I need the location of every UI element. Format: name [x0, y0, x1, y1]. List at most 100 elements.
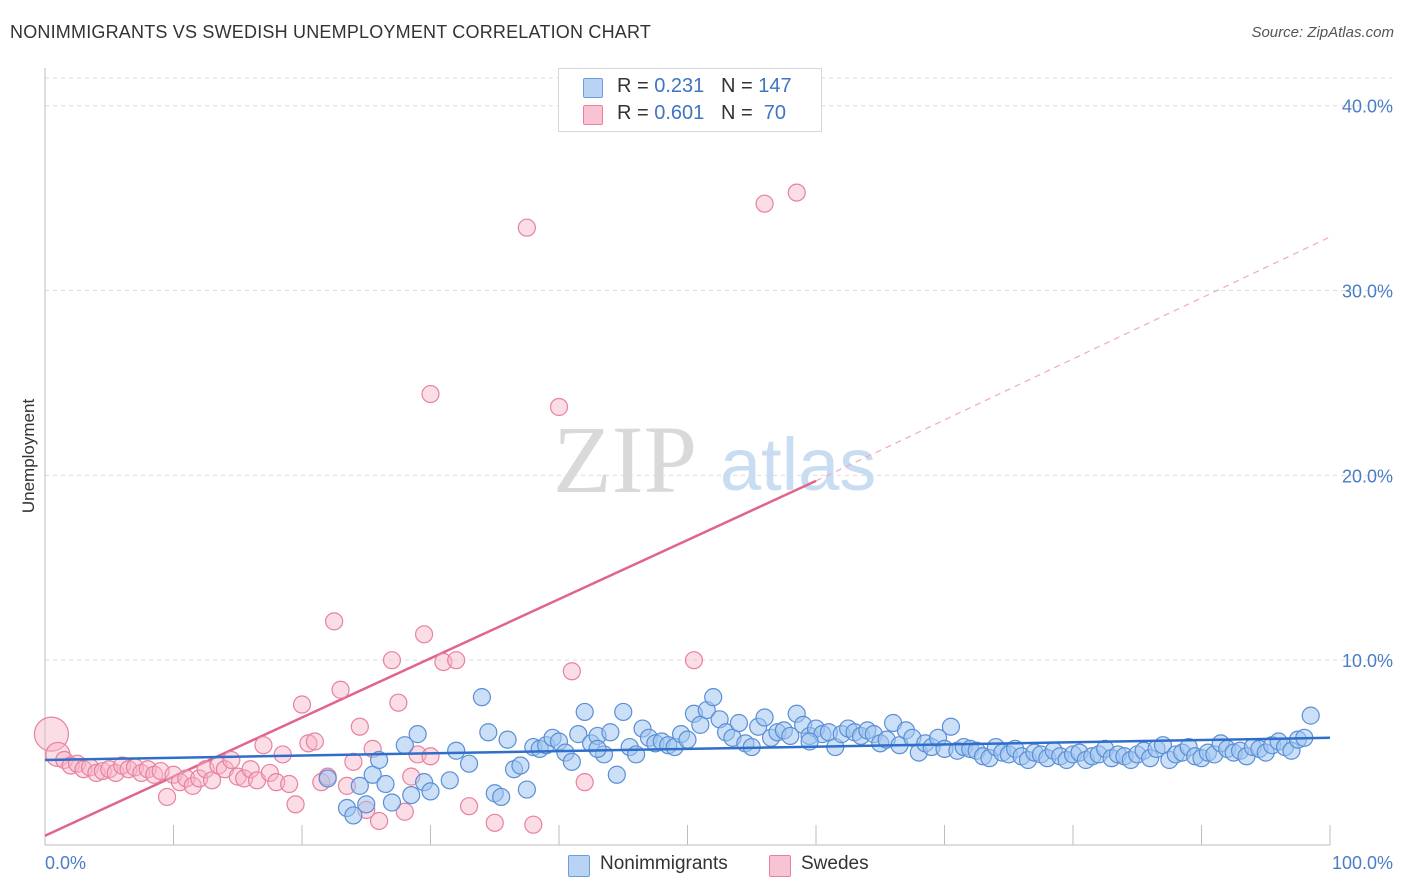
data-point-nonimmigrants [479, 723, 498, 742]
n-value: 147 [758, 75, 792, 97]
stats-legend: R = 0.231 N = 147 R = 0.601 N = 70 [558, 68, 822, 132]
stats-row-nonimmigrants: R = 0.231 N = 147 [583, 75, 792, 99]
x-tick-label: 100.0% [1332, 853, 1393, 873]
data-point-nonimmigrants [607, 765, 626, 784]
data-point-swedes [292, 695, 312, 714]
series-nonimmigrants [318, 688, 1320, 825]
data-point-swedes [447, 651, 466, 670]
data-point-swedes [395, 802, 414, 821]
data-point-nonimmigrants [376, 774, 395, 794]
data-point-nonimmigrants [492, 787, 511, 807]
legend-swatch-pink [769, 855, 791, 877]
data-point-swedes [325, 612, 344, 631]
data-point-nonimmigrants [350, 776, 369, 795]
data-point-swedes [177, 769, 196, 788]
data-point-nonimmigrants [569, 725, 588, 744]
grid-lines [45, 77, 1392, 661]
trend-line-nonimmigrants [44, 736, 1331, 762]
n-label: N = [720, 102, 759, 124]
data-point-swedes [684, 651, 704, 670]
data-point-swedes [524, 815, 543, 834]
legend-swatch-blue [583, 78, 603, 98]
r-label: R = [617, 75, 655, 97]
data-point-swedes [382, 651, 402, 670]
y-tick-label: 40.0% [1342, 97, 1393, 117]
stats-row-swedes: R = 0.601 N = 70 [583, 102, 786, 126]
x-tick-label: 0.0% [45, 853, 86, 873]
watermark-atlas: atlas [720, 423, 876, 506]
data-point-swedes [787, 183, 806, 202]
data-point-nonimmigrants [459, 754, 479, 773]
data-point-swedes [222, 750, 241, 770]
data-point-swedes [755, 194, 774, 213]
data-point-swedes [344, 752, 363, 771]
data-point-nonimmigrants [678, 730, 697, 749]
data-point-swedes [157, 787, 177, 807]
data-point-swedes [485, 813, 504, 832]
stats-text: R = 0.601 N = 70 [617, 102, 786, 125]
data-point-nonimmigrants [562, 752, 581, 771]
data-point-nonimmigrants [781, 726, 800, 746]
data-point-swedes [421, 384, 440, 404]
axes [44, 68, 1331, 846]
chart-title: NONIMMIGRANTS VS SWEDISH UNEMPLOYMENT CO… [10, 22, 652, 42]
trend-line-swedes-extension [815, 236, 1331, 482]
series-legend: Nonimmigrants Swedes [0, 852, 1406, 878]
data-point-swedes [299, 734, 318, 753]
data-point-nonimmigrants [588, 739, 607, 758]
data-point-nonimmigrants [472, 688, 491, 707]
data-point-nonimmigrants [1301, 706, 1320, 725]
data-point-nonimmigrants [941, 717, 961, 736]
data-point-swedes [183, 776, 202, 795]
data-point-nonimmigrants [408, 725, 427, 744]
data-point-swedes [575, 773, 594, 792]
watermark-zip: ZIP [553, 406, 697, 513]
data-point-nonimmigrants [704, 688, 723, 707]
data-point-swedes [260, 763, 279, 783]
n-label: N = [720, 75, 759, 97]
data-point-nonimmigrants [614, 702, 633, 722]
data-point-nonimmigrants [729, 713, 749, 733]
y-axis-label: Unemployment [19, 399, 38, 514]
data-point-nonimmigrants [440, 771, 459, 790]
data-point-swedes [389, 693, 408, 712]
data-point-swedes [414, 625, 434, 644]
data-point-nonimmigrants [447, 741, 466, 760]
stats-text: R = 0.231 N = 147 [617, 75, 792, 98]
data-point-swedes [517, 218, 536, 237]
data-point-swedes [241, 760, 260, 779]
data-point-nonimmigrants [498, 730, 517, 749]
data-point-nonimmigrants [318, 769, 337, 788]
chart-source: Source: ZipAtlas.com [1251, 24, 1394, 41]
data-point-swedes [549, 397, 569, 417]
y-tick-label: 20.0% [1342, 466, 1393, 486]
y-tick-label: 30.0% [1342, 282, 1393, 302]
legend-label: Swedes [801, 853, 869, 874]
data-point-swedes [370, 811, 389, 831]
data-point-swedes [459, 797, 479, 816]
data-point-nonimmigrants [575, 702, 594, 722]
data-point-swedes [331, 680, 350, 699]
data-point-swedes [286, 795, 305, 814]
data-point-nonimmigrants [382, 793, 402, 812]
legend-swatch-pink [583, 105, 603, 125]
trend-nonimmigrants [44, 736, 1331, 762]
data-point-nonimmigrants [511, 756, 530, 775]
data-point-nonimmigrants [344, 806, 363, 825]
r-value: 0.601 [654, 102, 705, 124]
watermark: ZIP atlas [553, 406, 876, 513]
tick-labels: 10.0% 20.0% 30.0% 40.0% 0.0% 100.0% [45, 97, 1393, 873]
legend-swatch-blue [568, 855, 590, 877]
r-label: R = [617, 102, 655, 124]
data-point-swedes [562, 662, 581, 681]
data-point-swedes [421, 747, 440, 766]
data-point-nonimmigrants [601, 723, 620, 742]
y-tick-label: 10.0% [1342, 651, 1393, 671]
data-point-swedes [273, 745, 292, 764]
n-value: 70 [758, 102, 787, 124]
data-point-nonimmigrants [517, 780, 536, 799]
data-point-swedes [254, 736, 273, 755]
data-point-nonimmigrants [402, 785, 421, 805]
data-point-nonimmigrants [755, 708, 774, 727]
